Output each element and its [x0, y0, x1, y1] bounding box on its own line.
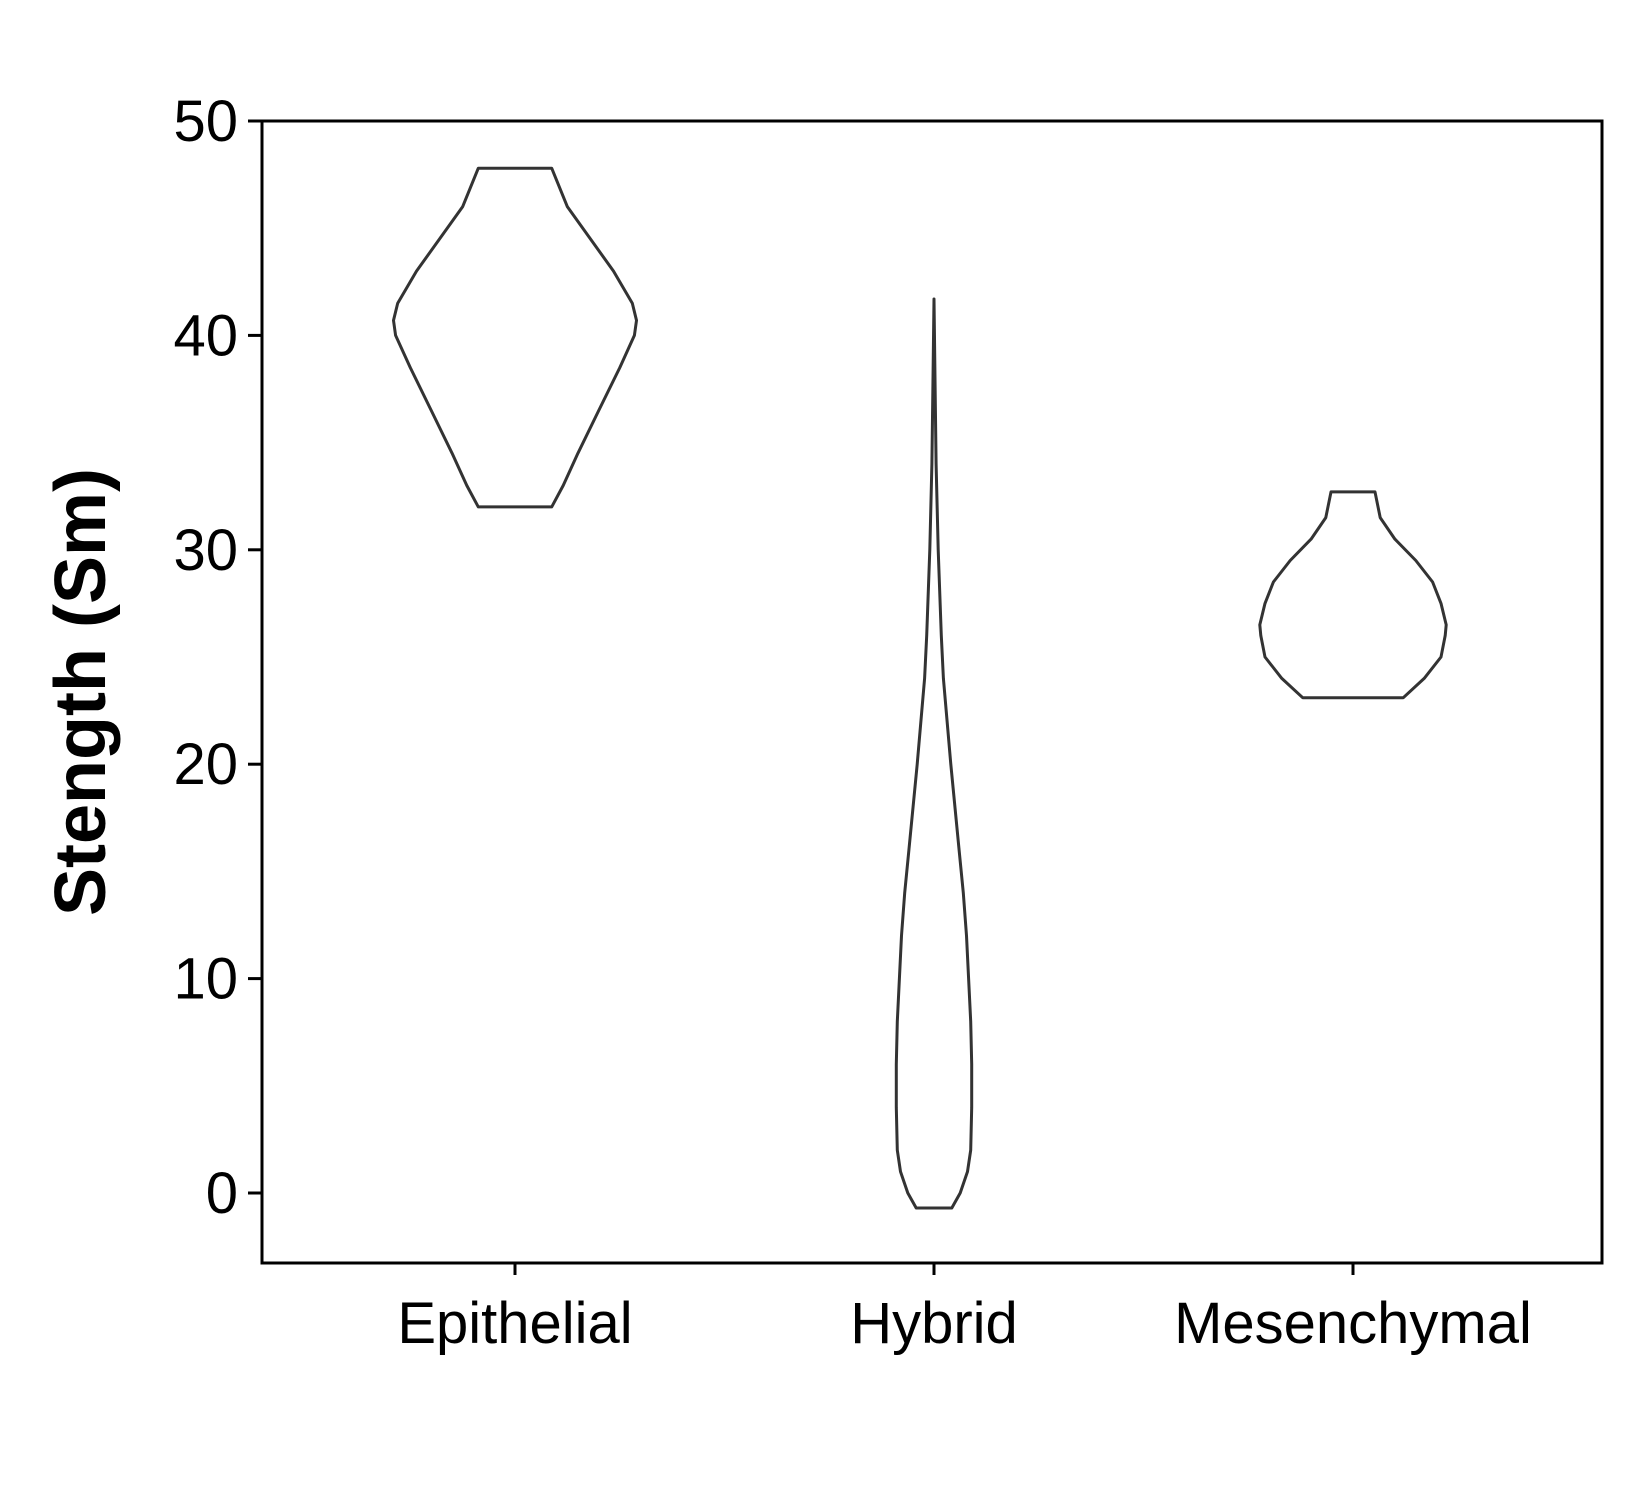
y-axis: 0 10 20 30 40 50	[173, 89, 262, 1226]
y-tick-label: 20	[173, 732, 238, 797]
y-tick-label: 30	[173, 518, 238, 583]
x-tick-label: Mesenchymal	[1174, 1291, 1532, 1356]
y-axis-title: Stength (Sm)	[41, 468, 121, 916]
y-tick-label: 0	[206, 1161, 238, 1226]
violin-mesenchymal	[1258, 490, 1448, 700]
violin-hybrid	[894, 297, 974, 1210]
violins-layer	[392, 166, 1448, 1210]
y-tick-label: 50	[173, 89, 238, 154]
y-tick-label: 10	[173, 947, 238, 1012]
violin-epithelial	[392, 166, 638, 509]
x-tick-label: Hybrid	[850, 1291, 1018, 1356]
x-tick-label: Epithelial	[397, 1291, 632, 1356]
x-axis: Epithelial Hybrid Mesenchymal	[397, 1263, 1532, 1356]
y-tick-label: 40	[173, 303, 238, 368]
